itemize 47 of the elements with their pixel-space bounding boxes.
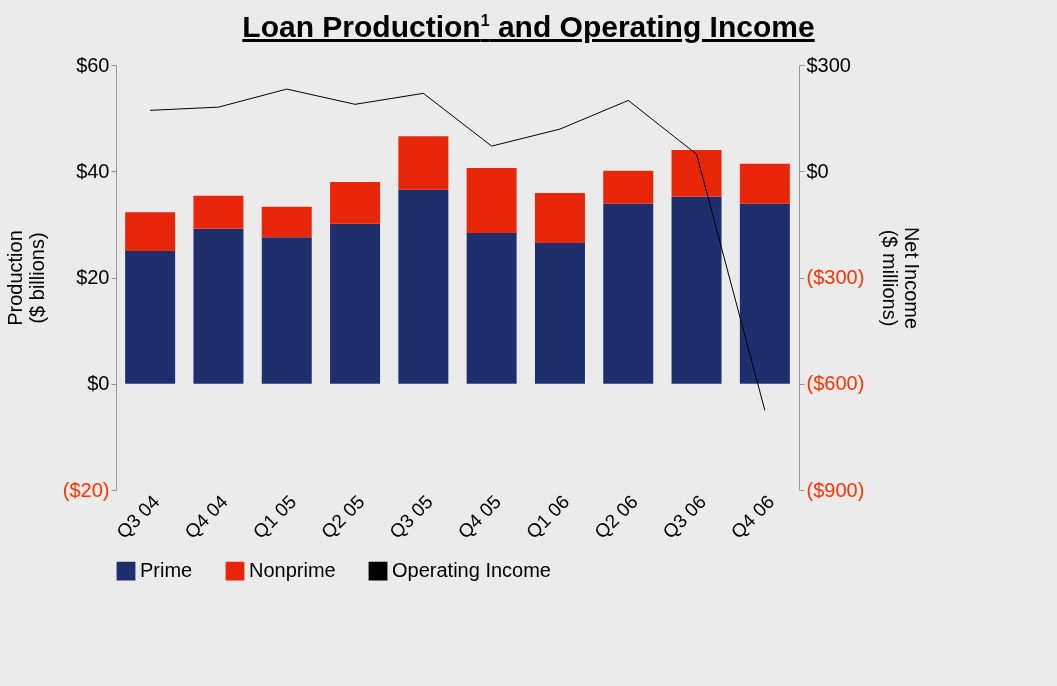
legend-label: Prime xyxy=(140,559,193,582)
y-tick-label: $60 xyxy=(76,53,110,76)
bar xyxy=(466,232,517,384)
bar xyxy=(193,195,244,229)
bar xyxy=(398,136,449,190)
y-axis-title: Production ($ billions) xyxy=(3,230,48,326)
y-tick-label: ($20) xyxy=(62,478,110,501)
x-tick-label: Q4 06 xyxy=(726,491,779,543)
line-series xyxy=(149,88,766,411)
bar xyxy=(261,206,312,238)
bar xyxy=(330,181,381,224)
y2-tick-label: ($600) xyxy=(806,372,865,395)
y-tick-label: $20 xyxy=(76,266,110,288)
y2-tick-label: $300 xyxy=(806,53,851,76)
x-tick-label: Q2 06 xyxy=(590,491,642,543)
bar xyxy=(603,203,654,384)
x-tick-label: Q2 05 xyxy=(317,491,369,543)
y-tick-label: $0 xyxy=(87,372,110,395)
bar xyxy=(125,250,176,384)
bar xyxy=(466,168,517,233)
x-tick-label: Q3 05 xyxy=(385,491,437,543)
x-tick-label: Q1 05 xyxy=(248,491,301,543)
bar xyxy=(671,196,722,384)
legend-label: Operating Income xyxy=(392,559,551,582)
bar xyxy=(534,242,585,384)
y2-axis-title: Net Income ($ millions) xyxy=(879,226,924,330)
bar xyxy=(534,193,585,243)
bar xyxy=(193,228,244,384)
bar xyxy=(603,170,654,204)
legend-label: Nonprime xyxy=(249,559,336,582)
bar xyxy=(125,212,176,251)
chart-title: Loan Production$^{1}$ and Operating Income xyxy=(241,9,816,45)
bar xyxy=(398,189,449,384)
y2-tick-label: ($900) xyxy=(806,478,865,501)
x-tick-label: Q1 06 xyxy=(521,491,574,543)
bar xyxy=(330,223,381,384)
y2-tick-label: ($300) xyxy=(806,266,865,288)
x-tick-label: Q3 04 xyxy=(112,490,164,543)
bar xyxy=(261,237,312,384)
bar xyxy=(739,203,790,384)
bar xyxy=(671,150,722,197)
x-tick-label: Q3 06 xyxy=(658,491,710,543)
y-tick-label: $40 xyxy=(76,159,110,182)
y2-tick-label: $0 xyxy=(806,159,829,182)
x-tick-label: Q4 05 xyxy=(453,491,506,543)
x-tick-label: Q4 04 xyxy=(180,490,233,543)
bar xyxy=(739,163,790,204)
